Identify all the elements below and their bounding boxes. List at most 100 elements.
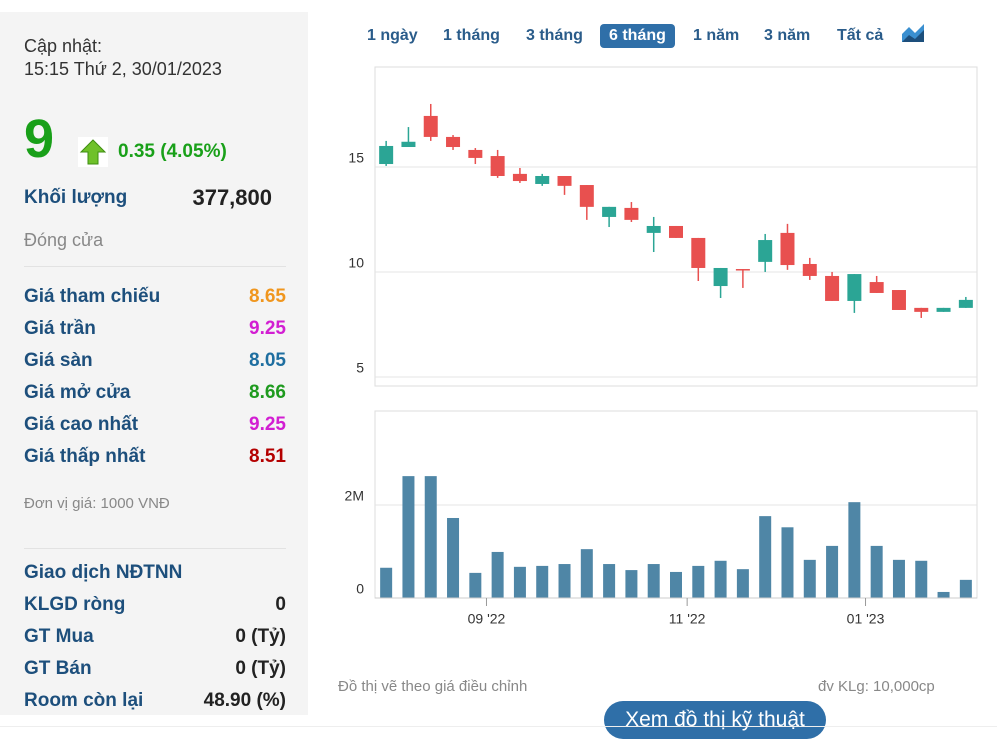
range-tab[interactable]: 6 tháng xyxy=(600,24,675,48)
candle-body xyxy=(557,175,572,186)
volume-bar xyxy=(447,517,460,598)
range-tab[interactable]: 3 năm xyxy=(764,27,811,44)
y-tick-label: 5 xyxy=(356,360,364,376)
volume-bar xyxy=(424,476,437,598)
candle-body xyxy=(869,282,884,293)
price-label: Giá mở cửa xyxy=(24,382,131,403)
volume-bar xyxy=(870,545,883,598)
volume-bar xyxy=(826,545,839,598)
candle-body xyxy=(713,267,728,287)
chart-type-icon[interactable] xyxy=(900,22,926,44)
candle-body xyxy=(758,240,773,262)
volume-bar xyxy=(536,565,549,598)
y-tick-label: 0 xyxy=(356,581,364,597)
candle-body xyxy=(891,290,906,310)
candle-body xyxy=(847,274,862,301)
volume-bar xyxy=(491,551,504,598)
separator xyxy=(24,266,286,267)
range-tab[interactable]: 1 tháng xyxy=(443,27,500,44)
volume-label: Khối lượng xyxy=(24,187,128,208)
candle-body xyxy=(468,149,483,158)
range-tab[interactable]: 3 tháng xyxy=(526,27,583,44)
price-label: Giá sàn xyxy=(24,350,93,371)
foreign-value: 0 xyxy=(275,594,286,615)
candle-body xyxy=(914,307,929,312)
candle-body xyxy=(446,136,461,148)
candle-body xyxy=(512,173,527,182)
foreign-title: Giao dịch NĐTNN xyxy=(24,562,183,583)
candle-body xyxy=(602,206,617,217)
volume-bar xyxy=(959,579,972,598)
x-tick-label: 09 '22 xyxy=(468,611,506,627)
volume-bar xyxy=(937,591,950,598)
volume-bar xyxy=(714,560,727,598)
update-time: 15:15 Thứ 2, 30/01/2023 xyxy=(24,59,222,79)
volume-bar xyxy=(670,571,682,598)
candle-body xyxy=(646,225,661,233)
candle-body xyxy=(579,185,594,207)
note-left: Đồ thị vẽ theo giá điều chỉnh xyxy=(338,678,528,695)
foreign-label: Room còn lại xyxy=(24,690,144,711)
price-label: Giá tham chiếu xyxy=(24,286,161,307)
price-value: 8.66 xyxy=(249,382,286,403)
candle-body xyxy=(958,299,973,308)
technical-chart-button[interactable]: Xem đồ thị kỹ thuật xyxy=(604,701,826,739)
volume-bar xyxy=(781,527,794,598)
candle-body xyxy=(691,237,706,268)
volume-bar xyxy=(848,502,861,598)
y-tick-label: 15 xyxy=(348,150,364,166)
price-value: 9.25 xyxy=(249,414,286,435)
volume-bar xyxy=(469,572,482,598)
change: 0.35 (4.05%) xyxy=(118,141,227,162)
volume-bar xyxy=(692,565,705,598)
foreign-label: KLGD ròng xyxy=(24,594,126,615)
price-value: 8.05 xyxy=(249,350,286,371)
note-right: đv KLg: 10,000cp xyxy=(818,678,935,695)
volume-bar xyxy=(380,567,393,598)
price-value: 8.51 xyxy=(249,446,286,467)
volume-bar xyxy=(513,566,526,598)
candle-body xyxy=(780,232,795,266)
foreign-label: GT Bán xyxy=(24,658,92,679)
range-tab[interactable]: 1 năm xyxy=(693,27,740,44)
x-tick-label: 11 '22 xyxy=(669,611,706,627)
candle-body xyxy=(379,145,394,165)
price-label: Giá cao nhất xyxy=(24,414,139,435)
unit-note: Đơn vị giá: 1000 VNĐ xyxy=(24,495,170,512)
volume-bar xyxy=(647,564,660,598)
range-tab[interactable]: 1 ngày xyxy=(367,27,418,44)
volume-bar xyxy=(892,559,905,598)
x-tick-label: 01 '23 xyxy=(847,611,885,627)
foreign-value: 0 (Tỷ) xyxy=(235,626,286,647)
candle-body xyxy=(423,115,438,137)
quote-panel: Cập nhật: 15:15 Thứ 2, 30/01/2023 9 0.35… xyxy=(0,12,308,715)
price: 9 xyxy=(24,109,55,169)
update-label: Cập nhật: xyxy=(24,36,103,56)
volume-bar xyxy=(736,569,749,598)
candle-body xyxy=(802,263,817,276)
candle-body xyxy=(735,269,750,271)
y-tick-label: 10 xyxy=(348,255,364,271)
volume-bar xyxy=(803,559,816,598)
volume-bar xyxy=(603,564,616,598)
price-label: Giá trần xyxy=(24,318,96,339)
foreign-value: 48.90 (%) xyxy=(203,690,286,711)
price-label: Giá thấp nhất xyxy=(24,446,146,467)
volume-bar xyxy=(759,516,772,598)
candle-body xyxy=(535,175,550,184)
candle-body xyxy=(401,141,416,148)
candle-body xyxy=(936,307,951,312)
volume-value: 377,800 xyxy=(192,185,272,210)
candle-body xyxy=(624,207,639,220)
range-tab[interactable]: Tất cả xyxy=(837,27,884,44)
foreign-label: GT Mua xyxy=(24,626,94,647)
volume-bar xyxy=(915,560,928,598)
volume-bar xyxy=(558,564,571,598)
foreign-value: 0 (Tỷ) xyxy=(235,658,286,679)
volume-bar xyxy=(580,549,593,598)
plot-frame xyxy=(374,66,978,387)
price-value: 9.25 xyxy=(249,318,286,339)
volume-bar xyxy=(402,476,415,598)
candle-body xyxy=(669,225,683,238)
